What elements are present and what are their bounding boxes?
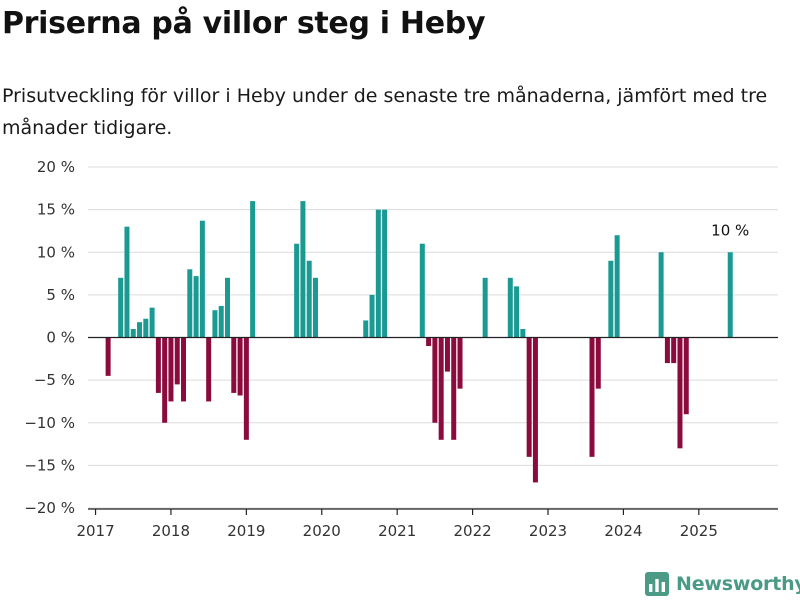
bar (312, 277, 318, 338)
bar (444, 337, 450, 372)
y-tick-label: 5 % (46, 286, 75, 304)
bar (432, 337, 438, 423)
bar (664, 337, 670, 364)
x-tick-label: 2025 (680, 522, 718, 540)
brand-name: Newsworthy (676, 573, 800, 595)
bar (595, 337, 601, 389)
x-tick-label: 2019 (227, 522, 265, 540)
bar (363, 320, 369, 338)
bar (199, 220, 205, 338)
bar (683, 337, 689, 415)
bar (118, 277, 124, 338)
x-tick-label: 2020 (303, 522, 341, 540)
bar (375, 209, 381, 338)
bar (614, 235, 620, 338)
bar (206, 337, 212, 402)
bar (532, 337, 538, 483)
bar (608, 260, 614, 338)
x-tick-label: 2021 (378, 522, 416, 540)
last-value-annotation: 10 % (711, 221, 749, 239)
bar (174, 337, 180, 385)
bar (671, 337, 677, 364)
bar (520, 328, 526, 338)
bar (137, 322, 143, 338)
newsworthy-logo: Newsworthy (645, 568, 800, 600)
bar (514, 286, 520, 338)
x-tick-label: 2018 (152, 522, 190, 540)
bar (451, 337, 457, 440)
bar (155, 337, 161, 393)
bar (507, 277, 513, 338)
bar (300, 201, 306, 338)
bar (105, 337, 111, 376)
bar (231, 337, 237, 393)
bar (130, 328, 136, 338)
y-tick-label: 0 % (46, 329, 75, 347)
bar (419, 243, 425, 338)
bar (658, 252, 664, 338)
bar (677, 337, 683, 449)
bar (187, 269, 193, 338)
y-tick-label: −20 % (24, 499, 75, 517)
bar (382, 209, 388, 338)
bar (237, 337, 243, 396)
bar (225, 277, 231, 338)
bar (306, 260, 312, 338)
bar (168, 337, 174, 402)
bar (193, 276, 199, 338)
bar (482, 277, 488, 338)
y-tick-label: −10 % (24, 414, 75, 432)
bar (526, 337, 532, 457)
x-tick-label: 2022 (453, 522, 491, 540)
bar (589, 337, 595, 457)
bar (218, 305, 224, 338)
bars (105, 201, 733, 483)
x-tick-label: 2024 (604, 522, 642, 540)
bar (294, 243, 300, 338)
y-tick-label: 15 % (37, 201, 75, 219)
newsworthy-logo-icon (645, 572, 669, 596)
bar (212, 310, 218, 338)
x-tick-label: 2023 (529, 522, 567, 540)
bar (250, 201, 256, 338)
chart-subtitle: Prisutveckling för villor i Heby under d… (2, 85, 768, 139)
chart-title: Priserna på villor steg i Heby (2, 6, 486, 41)
x-tick-label: 2017 (76, 522, 114, 540)
bar (369, 294, 375, 338)
bar (727, 252, 733, 338)
y-tick-label: 20 % (37, 158, 75, 176)
bar (143, 318, 149, 338)
bar (162, 337, 168, 423)
y-tick-label: −5 % (34, 371, 75, 389)
y-tick-label: 10 % (37, 243, 75, 261)
bar (124, 226, 130, 338)
y-tick-label: −15 % (24, 456, 75, 474)
bar (181, 337, 187, 402)
bar (426, 337, 432, 347)
bar (149, 307, 155, 338)
bar (438, 337, 444, 440)
bar (457, 337, 463, 389)
bar (243, 337, 249, 440)
axes: 20 %15 %10 %5 %0 %−5 %−10 %−15 %−20 %201… (24, 158, 778, 540)
